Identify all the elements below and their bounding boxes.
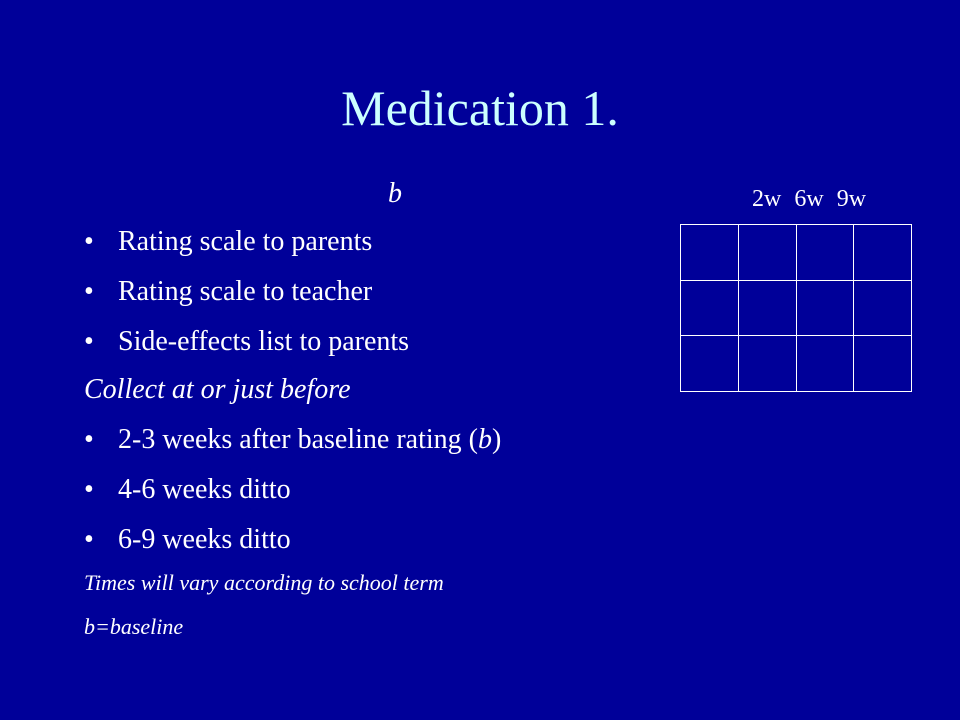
list-item-text: Rating scale to teacher — [118, 276, 373, 307]
grid-cell — [795, 224, 855, 281]
grid-cell — [737, 279, 797, 337]
collect-heading: Collect at or just before — [84, 374, 351, 405]
grid-cell — [853, 279, 912, 337]
grid-cell — [853, 224, 912, 281]
grid-cell — [737, 224, 797, 281]
bullet-icon: • — [84, 524, 94, 555]
list-item-text: 4-6 weeks ditto — [118, 474, 291, 505]
bullet-icon: • — [84, 276, 94, 307]
grid-cell — [853, 335, 912, 392]
bullet-icon: • — [84, 424, 94, 455]
list-item-main-text: 2-3 weeks after baseline rating ( — [118, 424, 478, 455]
column-header: 9w — [836, 186, 867, 212]
column-header: 6w — [794, 186, 824, 212]
grid-row — [680, 224, 912, 281]
grid-cell — [680, 335, 739, 392]
list-item-tail: ) — [491, 424, 502, 455]
list-item-text: Side-effects list to parents — [118, 326, 410, 357]
grid-row — [680, 279, 912, 337]
list-item-text: Rating scale to parents — [118, 226, 373, 257]
list-item-text: 6-9 weeks ditto — [118, 524, 291, 555]
column-header: 2w — [752, 186, 782, 212]
bullet-icon: • — [84, 326, 94, 357]
grid-cell — [680, 279, 739, 337]
bullet-icon: • — [84, 474, 94, 505]
baseline-label: b — [388, 178, 402, 209]
slide-title: Medication 1. — [341, 80, 619, 136]
column-headers: 2w 6w 9w — [752, 184, 866, 214]
grid-row — [680, 335, 912, 392]
schedule-grid — [680, 224, 912, 392]
grid-cell — [680, 224, 739, 281]
grid-cell — [737, 335, 797, 392]
grid-cell — [795, 335, 855, 392]
bullet-icon: • — [84, 226, 94, 257]
baseline-note: b=baseline — [84, 614, 184, 639]
list-item-text: 2-3 weeks after baseline rating (b) — [118, 420, 501, 460]
grid-cell — [795, 279, 855, 337]
school-term-note: Times will vary according to school term — [84, 570, 444, 595]
list-item-italic-b: b — [477, 424, 492, 455]
